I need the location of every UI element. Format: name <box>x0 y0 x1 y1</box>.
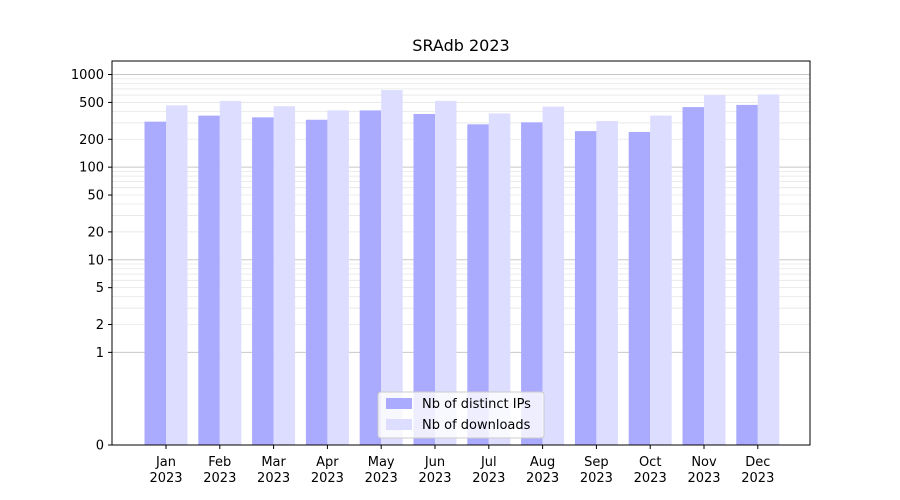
legend: Nb of distinct IPs Nb of downloads <box>377 391 545 439</box>
legend-swatch-ips <box>386 398 412 409</box>
x-tick-label: Jun 2023 <box>418 455 451 486</box>
legend-box <box>377 391 545 439</box>
y-tick-label: 5 <box>96 281 104 296</box>
x-tick-year: 2023 <box>365 471 398 486</box>
legend-label-downloads: Nb of downloads <box>422 418 531 433</box>
bar-distinct-ips <box>359 110 382 446</box>
x-tick-year: 2023 <box>687 471 720 486</box>
x-tick-label: Dec 2023 <box>741 455 774 486</box>
y-tick-label: 1000 <box>71 68 104 83</box>
y-tick-label: 2 <box>96 318 104 333</box>
x-tick-month: Apr <box>316 455 339 470</box>
bar-downloads <box>650 115 672 445</box>
x-tick-year: 2023 <box>257 471 290 486</box>
y-tick-label: 20 <box>87 225 104 240</box>
bar-downloads <box>542 106 565 445</box>
x-tick-year: 2023 <box>311 471 344 486</box>
x-tick-label: Sep 2023 <box>580 455 613 486</box>
bar-downloads <box>435 100 457 445</box>
x-tick-year: 2023 <box>149 471 182 486</box>
x-tick-month: Oct <box>639 455 661 470</box>
bar-distinct-ips <box>467 124 489 445</box>
bar-distinct-ips <box>144 121 166 446</box>
legend-swatch-downloads <box>386 419 412 430</box>
x-tick-month: Jul <box>480 455 497 470</box>
bar-downloads <box>704 95 726 445</box>
x-tick-year: 2023 <box>580 471 613 486</box>
bars-layer <box>144 90 780 446</box>
x-tick-year: 2023 <box>472 471 505 486</box>
x-tick-month: Dec <box>745 455 770 470</box>
bar-distinct-ips <box>198 115 220 445</box>
x-tick-month: Aug <box>530 455 555 470</box>
x-tick-month: Mar <box>261 455 286 470</box>
y-axis: 0 1 2 5 10 20 50 100 200 500 1000 <box>71 68 112 454</box>
bar-distinct-ips <box>252 117 274 445</box>
bar-downloads <box>757 94 780 445</box>
x-tick-year: 2023 <box>634 471 667 486</box>
x-tick-label: Mar 2023 <box>257 455 290 486</box>
x-tick-label: Nov 2023 <box>687 455 720 486</box>
bar-downloads <box>381 90 403 445</box>
x-tick-year: 2023 <box>203 471 236 486</box>
bar-distinct-ips <box>574 131 597 446</box>
bar-distinct-ips <box>521 122 543 445</box>
y-tick-label: 50 <box>87 189 104 204</box>
x-tick-month: Jun <box>424 455 445 470</box>
x-tick-label: Jan 2023 <box>149 455 182 486</box>
bar-distinct-ips <box>682 107 704 445</box>
bar-downloads <box>488 113 511 446</box>
y-tick-label: 1 <box>96 346 104 361</box>
bar-downloads <box>273 106 296 445</box>
x-tick-year: 2023 <box>741 471 774 486</box>
x-tick-year: 2023 <box>418 471 451 486</box>
bar-distinct-ips <box>413 113 435 445</box>
x-tick-month: Nov <box>691 455 717 470</box>
x-tick-label: Jul 2023 <box>472 455 505 486</box>
y-tick-label: 500 <box>79 96 104 111</box>
bar-distinct-ips <box>736 104 758 446</box>
x-tick-label: Oct 2023 <box>634 455 667 486</box>
bar-downloads <box>166 105 188 446</box>
chart-title: SRAdb 2023 <box>412 36 509 55</box>
x-tick-month: Sep <box>584 455 609 470</box>
x-tick-label: Apr 2023 <box>311 455 344 486</box>
x-tick-year: 2023 <box>526 471 559 486</box>
x-tick-month: May <box>368 455 395 470</box>
bar-downloads <box>596 120 618 446</box>
legend-label-ips: Nb of distinct IPs <box>422 397 531 412</box>
y-tick-label: 0 <box>96 439 104 454</box>
y-tick-label: 10 <box>87 253 104 268</box>
x-tick-label: Feb 2023 <box>203 455 236 486</box>
x-tick-label: Aug 2023 <box>526 455 559 486</box>
bar-distinct-ips <box>628 131 651 445</box>
plot-frame <box>111 60 811 446</box>
y-tick-label: 100 <box>79 161 104 176</box>
bar-downloads <box>219 100 242 445</box>
bar-downloads <box>327 110 349 446</box>
bar-distinct-ips <box>305 119 328 445</box>
x-tick-label: May 2023 <box>365 455 398 486</box>
y-tick-label: 200 <box>79 133 104 148</box>
x-tick-month: Feb <box>208 455 231 470</box>
x-tick-month: Jan <box>155 455 176 470</box>
